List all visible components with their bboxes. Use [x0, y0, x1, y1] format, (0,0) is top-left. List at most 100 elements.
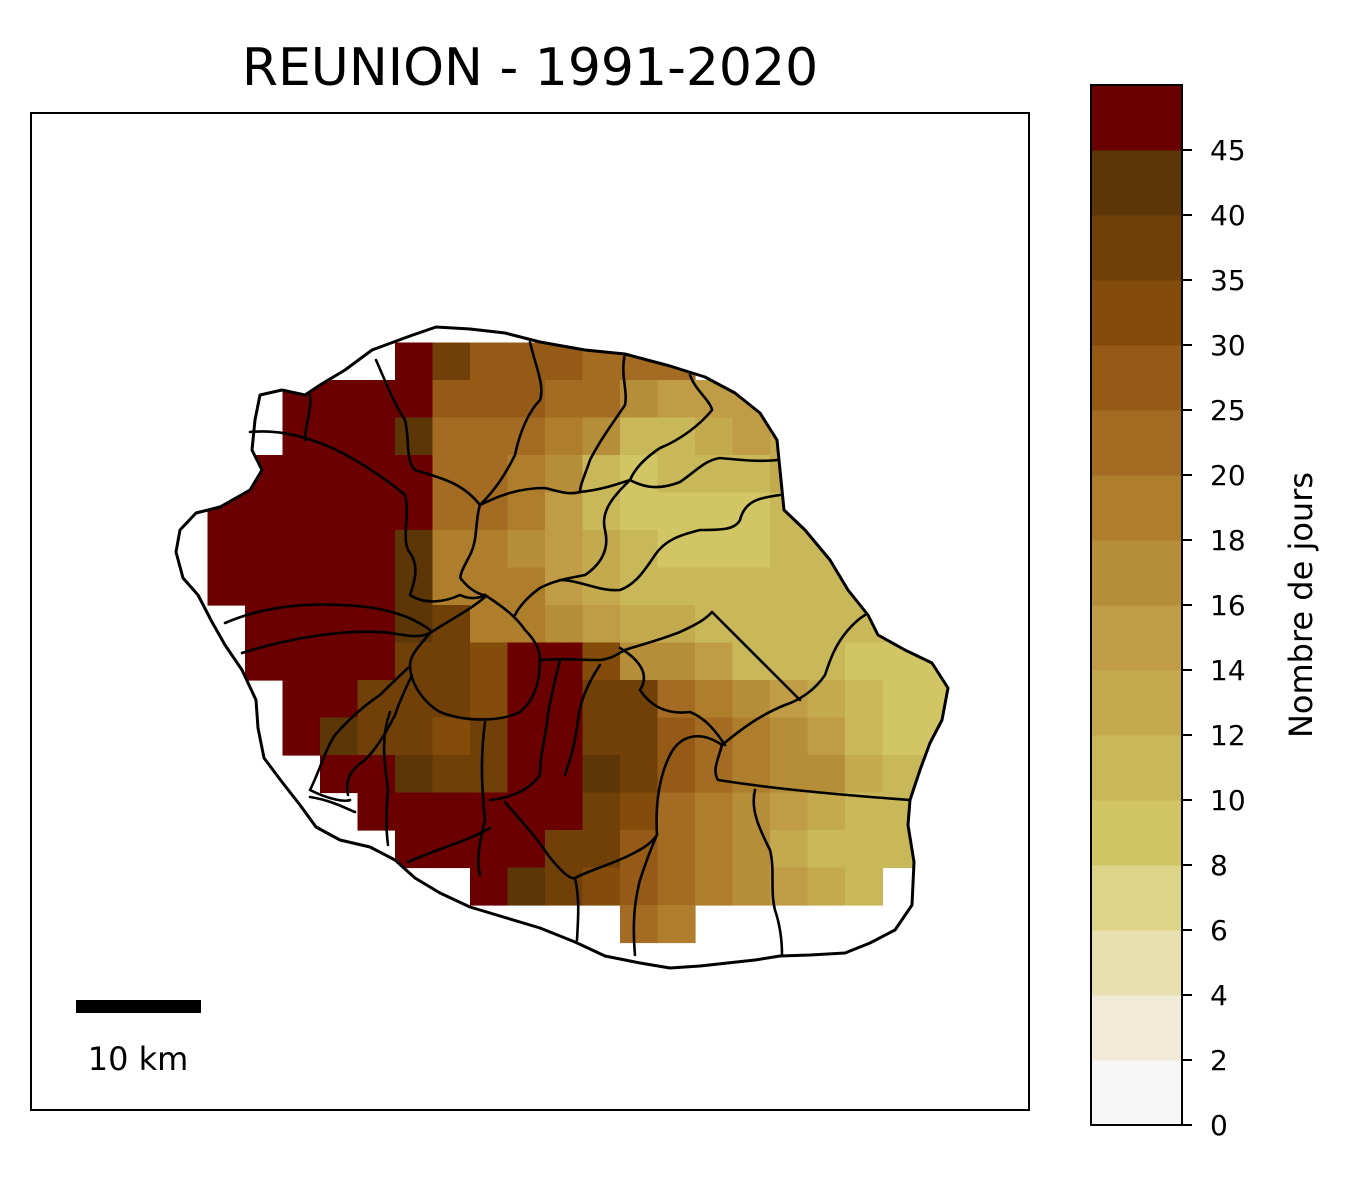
grid-cell	[545, 492, 584, 531]
grid-cell	[395, 830, 434, 869]
grid-cell	[507, 830, 546, 869]
colorbar-tick-label: 8	[1210, 849, 1228, 882]
grid-cell	[320, 755, 359, 794]
colorbar-tick-label: 0	[1210, 1109, 1228, 1142]
grid-cell	[470, 417, 509, 456]
map-title: REUNION - 1991-2020	[242, 38, 818, 98]
colorbar-segment	[1091, 85, 1182, 151]
grid-cell	[545, 567, 584, 606]
colorbar-tick-label: 25	[1210, 394, 1246, 427]
colorbar-tick-label: 45	[1210, 134, 1246, 167]
grid-cell	[807, 830, 846, 869]
grid-cell	[845, 680, 884, 719]
colorbar-tick-label: 12	[1210, 719, 1246, 752]
grid-cell	[807, 755, 846, 794]
grid-cell	[695, 455, 734, 494]
grid-cell	[470, 717, 509, 756]
grid-cell	[432, 380, 471, 419]
grid-cell	[432, 792, 471, 831]
colorbar-segment	[1091, 735, 1182, 801]
grid-cell	[507, 530, 546, 569]
grid-cell	[770, 567, 809, 606]
grid-cell	[282, 492, 321, 531]
grid-cell	[470, 642, 509, 681]
grid-cell	[732, 680, 771, 719]
grid-cell	[882, 717, 921, 756]
grid-cell	[732, 867, 771, 906]
grid-cell	[657, 417, 696, 456]
grid-cell	[357, 492, 396, 531]
grid-cell	[657, 830, 696, 869]
colorbar-tick-label: 16	[1210, 589, 1246, 622]
grid-cell	[395, 792, 434, 831]
grid-cell	[770, 605, 809, 644]
grid-cell	[695, 867, 734, 906]
grid-cell	[507, 605, 546, 644]
grid-cell	[845, 830, 884, 869]
grid-cell	[620, 417, 659, 456]
grid-cell	[470, 342, 509, 381]
colorbar-segment	[1091, 800, 1182, 866]
grid-cell	[470, 380, 509, 419]
grid-cell	[507, 417, 546, 456]
grid-cell	[320, 530, 359, 569]
grid-cell	[770, 642, 809, 681]
colorbar: 0 2 4 6 8 10 12 14 16 18 20 25 30 35 40 45	[1091, 85, 1246, 1142]
grid-cell	[470, 867, 509, 906]
grid-cell	[507, 717, 546, 756]
colorbar-tick-label: 18	[1210, 524, 1246, 557]
scale-bar	[76, 1000, 201, 1013]
grid-cell	[470, 830, 509, 869]
scale-bar-label: 10 km	[88, 1040, 189, 1078]
colorbar-tick-label: 20	[1210, 459, 1246, 492]
colorbar-segment	[1091, 865, 1182, 931]
colorbar-segment	[1091, 540, 1182, 606]
grid-cell	[582, 867, 621, 906]
grid-cell	[620, 680, 659, 719]
grid-cell	[620, 530, 659, 569]
grid-cell	[582, 380, 621, 419]
grid-cell	[657, 905, 696, 944]
grid-cell	[320, 455, 359, 494]
grid-cell	[845, 867, 884, 906]
colorbar-frame	[1090, 84, 1183, 1126]
grid-cell	[245, 530, 284, 569]
grid-cell	[320, 417, 359, 456]
colorbar-segment	[1091, 930, 1182, 996]
grid-cell	[807, 867, 846, 906]
grid-cell	[282, 530, 321, 569]
colorbar-tick-label: 14	[1210, 654, 1246, 687]
grid-cell	[432, 530, 471, 569]
grid-cell	[320, 642, 359, 681]
grid-cell	[770, 717, 809, 756]
grid-cell	[695, 567, 734, 606]
colorbar-title: Nombre de jours	[1282, 472, 1320, 738]
grid-cell	[657, 380, 696, 419]
grid-cell	[320, 605, 359, 644]
grid-cell	[845, 792, 884, 831]
grid-cell	[807, 792, 846, 831]
grid-cell	[695, 605, 734, 644]
colorbar-tick-label: 4	[1210, 979, 1228, 1012]
grid-cell	[395, 492, 434, 531]
grid-cell	[807, 642, 846, 681]
grid-cell	[732, 642, 771, 681]
grid-cell	[507, 867, 546, 906]
grid-cell	[657, 567, 696, 606]
grid-cell	[770, 530, 809, 569]
grid-cell	[207, 567, 246, 606]
colorbar-segment	[1091, 475, 1182, 541]
grid-cell	[470, 567, 509, 606]
colorbar-tick-label: 6	[1210, 914, 1228, 947]
grid-cell	[582, 755, 621, 794]
colorbar-segment	[1091, 280, 1182, 346]
grid-cell	[545, 530, 584, 569]
island-coastline	[174, 325, 950, 970]
grid-cell	[432, 342, 471, 381]
grid-cell	[732, 605, 771, 644]
grid-cell	[620, 605, 659, 644]
grid-cell	[582, 642, 621, 681]
grid-cell	[657, 642, 696, 681]
grid-cell	[357, 642, 396, 681]
grid-cell	[395, 755, 434, 794]
